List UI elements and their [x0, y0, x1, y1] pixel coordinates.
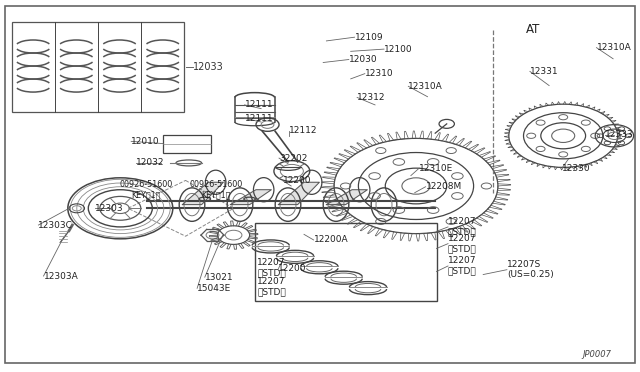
Polygon shape — [182, 182, 223, 205]
Text: 12111: 12111 — [244, 114, 273, 123]
Text: 12207
〈STD〉: 12207 〈STD〉 — [448, 256, 477, 276]
Text: 12207
〈STD〉: 12207 〈STD〉 — [257, 258, 286, 278]
Text: JP0007: JP0007 — [582, 350, 611, 359]
Bar — [163, 135, 211, 153]
Polygon shape — [326, 190, 367, 205]
Text: 00926-51600
KEY（1）: 00926-51600 KEY（1） — [119, 180, 173, 199]
Polygon shape — [278, 182, 319, 205]
Text: 12111: 12111 — [244, 100, 273, 109]
Text: 12033: 12033 — [193, 62, 224, 72]
Text: AT: AT — [526, 23, 540, 36]
Text: 12010: 12010 — [131, 137, 160, 146]
Text: 12207
〈STD〉: 12207 〈STD〉 — [448, 234, 477, 253]
Text: 32202: 32202 — [279, 154, 307, 163]
Text: 12330: 12330 — [562, 164, 591, 173]
Text: 12310A: 12310A — [408, 82, 443, 91]
Text: 12303A: 12303A — [44, 272, 78, 280]
Text: 12112: 12112 — [289, 126, 318, 135]
Text: 12312: 12312 — [357, 93, 386, 102]
Text: 12207S
(US=0.25): 12207S (US=0.25) — [507, 260, 554, 279]
Bar — [255, 223, 437, 301]
Text: 12207
〈STD〉: 12207 〈STD〉 — [257, 277, 286, 296]
Text: 12030: 12030 — [349, 55, 378, 64]
Text: 12109: 12109 — [355, 33, 383, 42]
Text: 12207
〈STD〉: 12207 〈STD〉 — [448, 217, 477, 237]
Polygon shape — [230, 190, 271, 205]
Text: 12331: 12331 — [530, 67, 559, 76]
Text: 12200: 12200 — [283, 176, 312, 185]
Text: 12200: 12200 — [278, 264, 307, 273]
Text: 00926-51600
KEY（1）: 00926-51600 KEY（1） — [189, 180, 243, 199]
Text: 13021: 13021 — [205, 273, 234, 282]
Text: 12100: 12100 — [384, 45, 413, 54]
Text: 12032: 12032 — [136, 158, 164, 167]
Text: 12208M: 12208M — [426, 182, 462, 191]
Text: 12310: 12310 — [365, 69, 394, 78]
Text: 12303C: 12303C — [38, 221, 73, 230]
Text: 12310E: 12310E — [419, 164, 454, 173]
Text: 12333: 12333 — [605, 130, 634, 139]
Text: 12200A: 12200A — [314, 235, 348, 244]
Text: 12310A: 12310A — [596, 43, 631, 52]
Text: 12303: 12303 — [95, 204, 124, 213]
Bar — [12, 22, 184, 112]
Text: 15043E: 15043E — [197, 284, 232, 293]
